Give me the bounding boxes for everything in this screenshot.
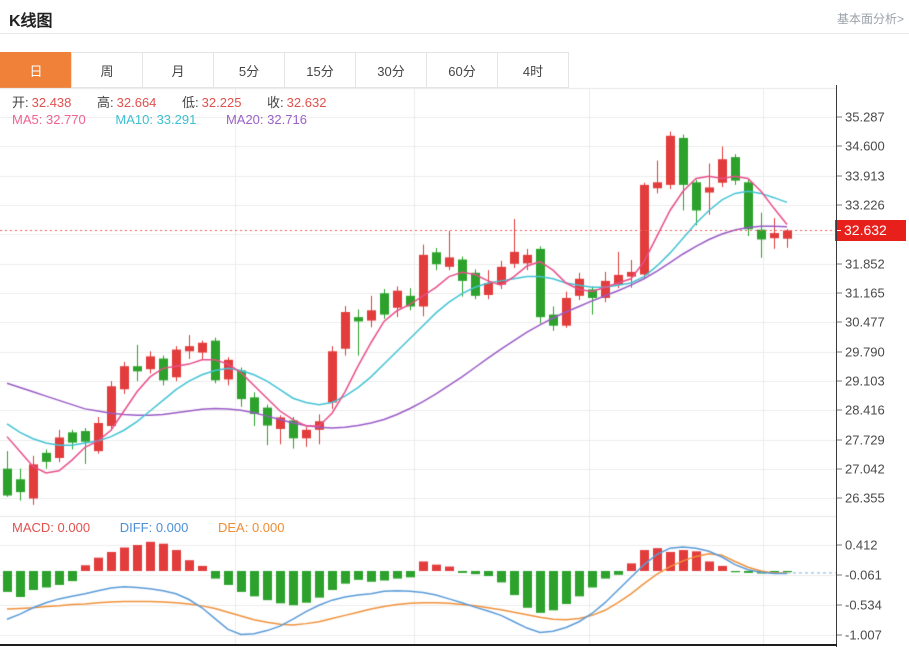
dea-readout: DEA: 0.000	[217, 520, 285, 535]
plot-right-border	[836, 85, 837, 647]
low-readout: 低: 32.225	[182, 95, 242, 110]
high-readout: 高: 32.664	[97, 95, 157, 110]
ma20-readout: MA20: 32.716	[225, 112, 307, 127]
diff-readout: DIFF: 0.000	[119, 520, 189, 535]
y-axis-label: 28.416	[836, 403, 885, 418]
y-axis-label: 0.412	[836, 537, 878, 552]
plot-bottom-border	[0, 644, 837, 646]
ma10-readout: MA10: 33.291	[115, 112, 197, 127]
macd-readout: MACD: 0.000	[12, 520, 91, 535]
y-axis-label: 31.852	[836, 256, 885, 271]
y-axis-label: 30.477	[836, 315, 885, 330]
y-axis-label: 29.103	[836, 374, 885, 389]
macd-legend: MACD: 0.000 DIFF: 0.000 DEA: 0.000	[12, 520, 311, 535]
y-axis-label: 31.165	[836, 286, 885, 301]
y-axis-label: -0.534	[836, 597, 882, 612]
fundamental-analysis-link[interactable]: 基本面分析>	[836, 12, 904, 26]
current-price-tag: 32.632	[835, 219, 906, 241]
y-axis-label: -0.061	[836, 567, 882, 582]
y-axis-label: 35.287	[836, 110, 885, 125]
open-readout: 开: 32.438	[12, 95, 72, 110]
y-axis-label: 29.790	[836, 344, 885, 359]
y-axis-label: 33.913	[836, 168, 885, 183]
y-axis-label: 33.226	[836, 198, 885, 213]
ohlc-legend: 开: 32.438 高: 32.664 低: 32.225 收: 32.632	[12, 92, 348, 111]
close-readout: 收: 32.632	[267, 95, 327, 110]
y-axis-label: 26.355	[836, 491, 885, 506]
ma5-readout: MA5: 32.770	[12, 112, 86, 127]
kline-chart-canvas[interactable]	[0, 0, 837, 649]
y-axis-label: 34.600	[836, 139, 885, 154]
y-axis-label: 27.729	[836, 432, 885, 447]
y-axis-label: -1.007	[836, 627, 882, 642]
y-axis-label: 27.042	[836, 461, 885, 476]
ma-legend: MA5: 32.770 MA10: 33.291 MA20: 32.716	[12, 112, 333, 127]
